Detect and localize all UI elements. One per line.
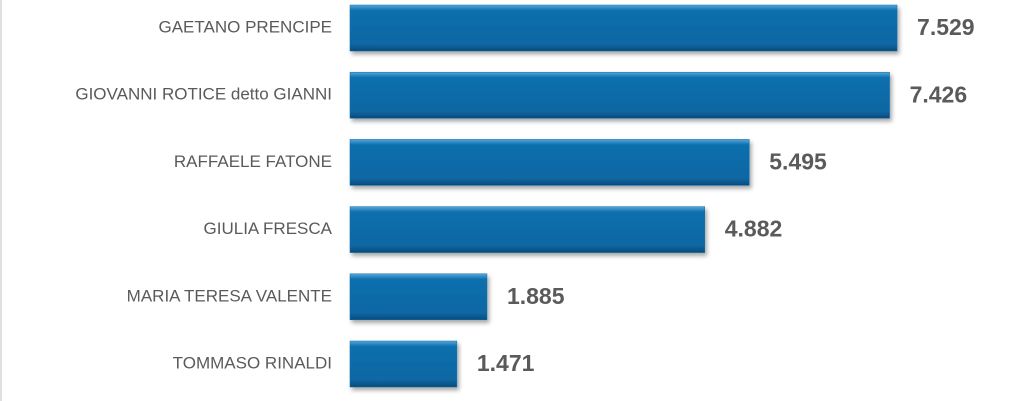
bar [349,273,488,321]
category-label: MARIA TERESA VALENTE [127,286,332,305]
value-label: 7.529 [917,14,975,40]
category-label: GIULIA FRESCA [204,219,333,238]
bar [349,4,898,52]
value-label: 7.426 [910,81,968,107]
bar [349,206,705,253]
value-label: 5.495 [769,148,827,174]
value-label: 4.882 [725,216,783,242]
value-label: 1.885 [507,283,565,309]
category-label: TOMMASO RINALDI [173,353,332,372]
category-label: RAFFAELE FATONE [174,152,332,171]
bar [349,340,458,388]
value-label: 1.471 [477,350,535,376]
bar [349,71,890,119]
bar [349,139,750,186]
category-label: GIOVANNI ROTICE detto GIANNI [75,85,332,104]
category-label: GAETANO PRENCIPE [159,17,333,36]
